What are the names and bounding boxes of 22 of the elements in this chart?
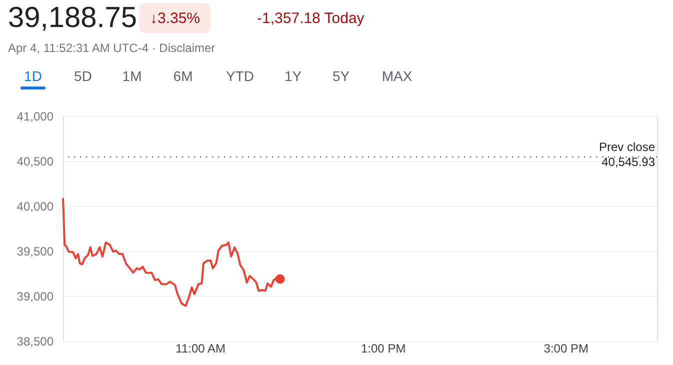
text: 5D [74, 68, 92, 84]
text: YTD [226, 68, 254, 84]
text: MAX [382, 68, 413, 84]
x-tick-label: 3:00 PM [544, 342, 588, 356]
text: ↓3.35% [150, 10, 200, 27]
x-tick-label: 11:00 AM [176, 342, 226, 356]
y-tick-label: 40,500 [16, 154, 54, 168]
text: -1,357.18 Today [257, 10, 365, 27]
x-tick-label: 1:00 PM [360, 342, 406, 356]
y-tick-label: 38,500 [16, 334, 54, 348]
chart-title: 39,188.75 [8, 2, 138, 34]
text: Apr 4, 11:52:31 AM UTC-4 · Disclaimer [8, 41, 216, 55]
y-tick-label: 39,000 [16, 290, 54, 304]
text: 6M [173, 68, 193, 84]
ref-line-label: Prev close 40,545.93 [598, 140, 656, 169]
text: 5Y [332, 68, 350, 84]
text: 1D [24, 68, 42, 84]
y-tick-label: 39,500 [16, 244, 54, 258]
text: 1M [122, 68, 142, 84]
text: 1Y [284, 68, 302, 84]
y-tick-label: 41,000 [16, 110, 54, 124]
y-tick-label: 40,000 [16, 200, 54, 214]
